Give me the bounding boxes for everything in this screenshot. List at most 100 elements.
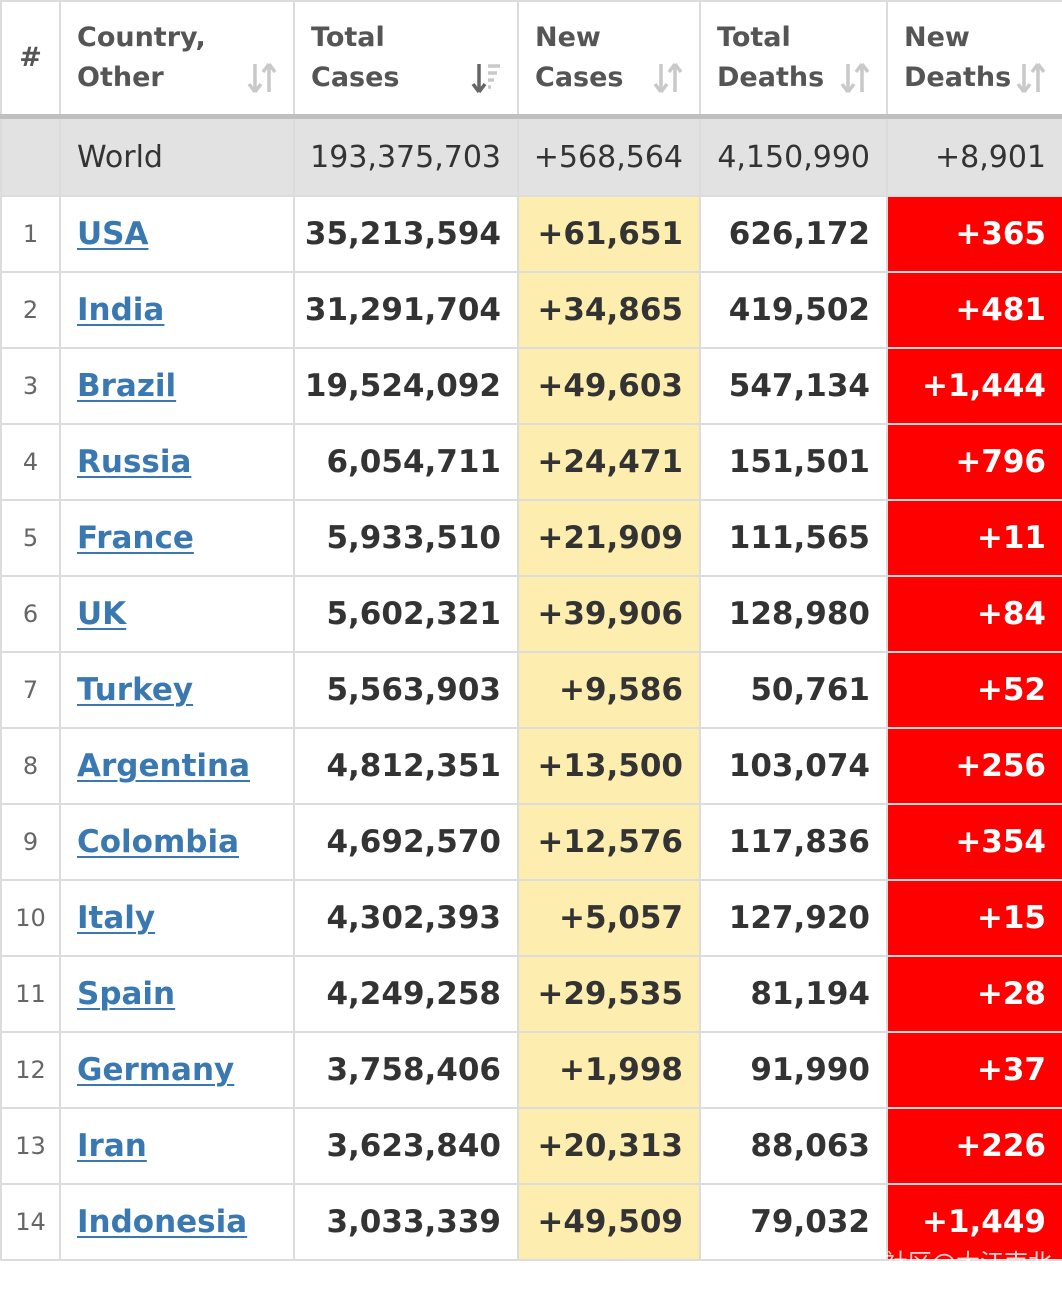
new-deaths-cell: +84 <box>886 575 1062 653</box>
country-cell: Iran <box>59 1107 295 1185</box>
country-cell: Indonesia <box>59 1183 295 1261</box>
total-cases-cell: 19,524,092 <box>293 347 519 425</box>
new-cases-cell: +34,865 <box>517 271 701 349</box>
rank-cell: 5 <box>0 499 61 577</box>
rank-cell: 14 <box>0 1183 61 1261</box>
header-rank-label: # <box>19 42 42 73</box>
total-deaths-cell: 81,194 <box>699 955 888 1033</box>
total-cases-cell: 5,933,510 <box>293 499 519 577</box>
total-deaths-cell: 151,501 <box>699 423 888 501</box>
sort-arrows-icon[interactable] <box>247 62 277 94</box>
table-row: 2 India 31,291,704 +34,865 419,502 +481 <box>0 271 1062 349</box>
total-deaths-cell: 88,063 <box>699 1107 888 1185</box>
total-deaths-cell: 111,565 <box>699 499 888 577</box>
header-new-deaths[interactable]: New Deaths <box>886 0 1062 119</box>
rank-cell: 13 <box>0 1107 61 1185</box>
header-country-label: Country, Other <box>77 22 206 93</box>
country-link[interactable]: France <box>77 520 194 556</box>
new-deaths-cell: +15 <box>886 879 1062 957</box>
country-link[interactable]: Brazil <box>77 368 177 404</box>
country-cell: UK <box>59 575 295 653</box>
new-cases-cell: +1,998 <box>517 1031 701 1109</box>
total-cases-cell: 4,249,258 <box>293 955 519 1033</box>
new-deaths-cell: +11 <box>886 499 1062 577</box>
new-cases-cell: +49,603 <box>517 347 701 425</box>
country-link[interactable]: Turkey <box>77 672 194 708</box>
new-cases-cell: +9,586 <box>517 651 701 729</box>
table-row: 7 Turkey 5,563,903 +9,586 50,761 +52 <box>0 651 1062 729</box>
country-link[interactable]: Spain <box>77 976 176 1012</box>
new-cases-cell: +21,909 <box>517 499 701 577</box>
table-row: 9 Colombia 4,692,570 +12,576 117,836 +354 <box>0 803 1062 881</box>
header-total-deaths[interactable]: Total Deaths <box>699 0 888 119</box>
rank-cell: 11 <box>0 955 61 1033</box>
header-rank[interactable]: # <box>0 0 61 119</box>
rank-cell: 6 <box>0 575 61 653</box>
header-total-cases[interactable]: Total Cases <box>293 0 519 119</box>
table-row: 12 Germany 3,758,406 +1,998 91,990 +37 <box>0 1031 1062 1109</box>
new-cases-cell: +49,509 <box>517 1183 701 1261</box>
new-deaths-cell: +354 <box>886 803 1062 881</box>
header-new-cases[interactable]: New Cases <box>517 0 701 119</box>
country-link[interactable]: USA <box>77 216 149 252</box>
table-row: 8 Argentina 4,812,351 +13,500 103,074 +256 <box>0 727 1062 805</box>
country-link[interactable]: India <box>77 292 165 328</box>
new-deaths-cell: +37 <box>886 1031 1062 1109</box>
world-total-cases: 193,375,703 <box>293 115 519 197</box>
new-cases-cell: +29,535 <box>517 955 701 1033</box>
covid-stats-table: # Country, Other Total Cases New Cases <box>0 0 1062 1261</box>
rank-cell: 4 <box>0 423 61 501</box>
country-link[interactable]: Indonesia <box>77 1204 248 1240</box>
header-row: # Country, Other Total Cases New Cases <box>0 0 1062 119</box>
total-cases-cell: 6,054,711 <box>293 423 519 501</box>
total-deaths-cell: 626,172 <box>699 195 888 273</box>
new-cases-cell: +24,471 <box>517 423 701 501</box>
table-row: 3 Brazil 19,524,092 +49,603 547,134 +1,444 <box>0 347 1062 425</box>
country-link[interactable]: Argentina <box>77 748 250 784</box>
country-link[interactable]: UK <box>77 596 127 632</box>
country-cell: Argentina <box>59 727 295 805</box>
new-cases-cell: +5,057 <box>517 879 701 957</box>
sort-desc-active-icon[interactable] <box>471 62 501 94</box>
world-new-cases: +568,564 <box>517 115 701 197</box>
total-cases-cell: 3,623,840 <box>293 1107 519 1185</box>
sort-arrows-icon[interactable] <box>1016 62 1046 94</box>
table-row: 4 Russia 6,054,711 +24,471 151,501 +796 <box>0 423 1062 501</box>
rank-cell: 7 <box>0 651 61 729</box>
country-link[interactable]: Russia <box>77 444 192 480</box>
world-row: World 193,375,703 +568,564 4,150,990 +8,… <box>0 115 1062 197</box>
country-link[interactable]: Germany <box>77 1052 235 1088</box>
country-cell: Colombia <box>59 803 295 881</box>
country-cell: Turkey <box>59 651 295 729</box>
country-cell: Russia <box>59 423 295 501</box>
total-cases-cell: 31,291,704 <box>293 271 519 349</box>
country-link[interactable]: Iran <box>77 1128 147 1164</box>
world-new-deaths: +8,901 <box>886 115 1062 197</box>
header-country[interactable]: Country, Other <box>59 0 295 119</box>
total-cases-cell: 4,302,393 <box>293 879 519 957</box>
total-cases-cell: 3,758,406 <box>293 1031 519 1109</box>
country-cell: USA <box>59 195 295 273</box>
table-row: 13 Iran 3,623,840 +20,313 88,063 +226 <box>0 1107 1062 1185</box>
rank-cell: 1 <box>0 195 61 273</box>
country-link[interactable]: Italy <box>77 900 156 936</box>
total-deaths-cell: 91,990 <box>699 1031 888 1109</box>
sort-arrows-icon[interactable] <box>653 62 683 94</box>
total-deaths-cell: 419,502 <box>699 271 888 349</box>
table-row: 5 France 5,933,510 +21,909 111,565 +11 <box>0 499 1062 577</box>
total-deaths-cell: 50,761 <box>699 651 888 729</box>
sort-arrows-icon[interactable] <box>840 62 870 94</box>
table-row: 11 Spain 4,249,258 +29,535 81,194 +28 <box>0 955 1062 1033</box>
rank-cell: 8 <box>0 727 61 805</box>
total-cases-cell: 4,692,570 <box>293 803 519 881</box>
total-cases-cell: 5,563,903 <box>293 651 519 729</box>
total-deaths-cell: 103,074 <box>699 727 888 805</box>
rank-cell: 2 <box>0 271 61 349</box>
new-deaths-cell: +256 <box>886 727 1062 805</box>
new-deaths-cell: +1,444 <box>886 347 1062 425</box>
total-cases-cell: 35,213,594 <box>293 195 519 273</box>
country-link[interactable]: Colombia <box>77 824 240 860</box>
new-deaths-cell: +365 <box>886 195 1062 273</box>
country-cell: Germany <box>59 1031 295 1109</box>
total-cases-cell: 3,033,339 <box>293 1183 519 1261</box>
